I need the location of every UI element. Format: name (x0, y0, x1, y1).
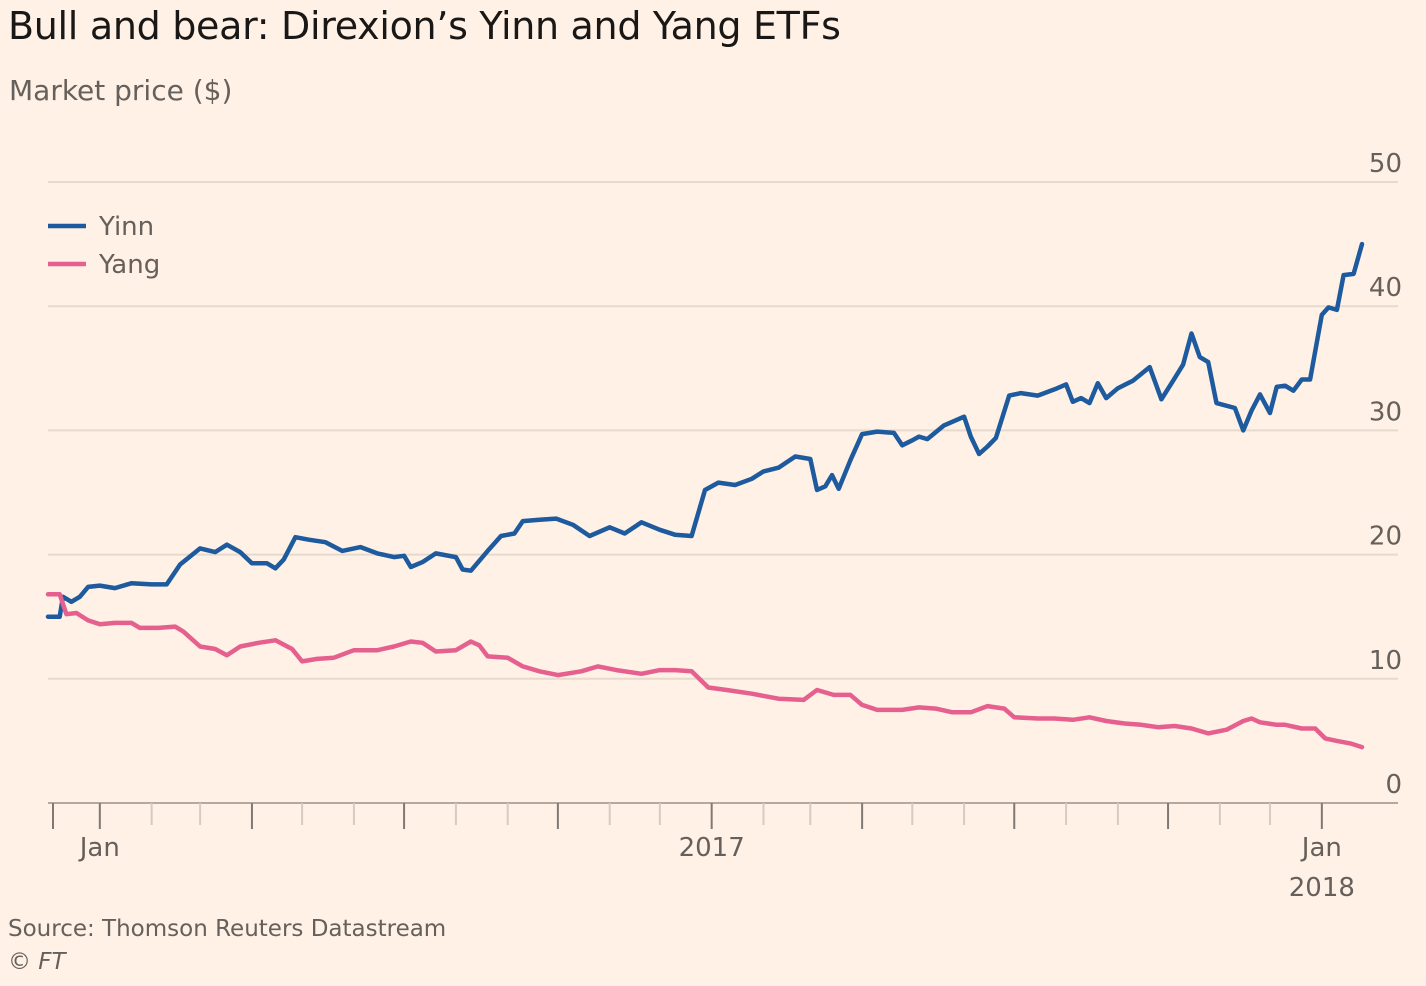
legend: Yinn Yang (48, 212, 160, 280)
series-lines (45, 241, 1365, 750)
y-tick-label-40: 40 (1369, 273, 1402, 303)
chart-subtitle: Market price ($) (9, 74, 233, 107)
series-line-yinn (45, 241, 1365, 619)
y-tick-label-20: 20 (1369, 522, 1402, 552)
gridlines (48, 181, 1398, 680)
x-tick-label-0: Jan (78, 833, 120, 863)
x-tick-label-1: 2017 (679, 833, 745, 863)
legend-label-yang: Yang (98, 250, 160, 280)
legend-label-yinn: Yinn (98, 212, 154, 242)
y-tick-label-10: 10 (1369, 646, 1402, 676)
credit-note: © FT (8, 949, 66, 975)
y-axis-labels: 0 10 20 30 40 50 (1369, 149, 1402, 800)
y-tick-label-30: 30 (1369, 397, 1402, 427)
x-axis: Jan 2017 Jan 2018 (48, 802, 1398, 903)
y-tick-label-50: 50 (1369, 149, 1402, 179)
x-tick-sublabel-2: 2018 (1289, 873, 1355, 903)
y-tick-label-0: 0 (1385, 770, 1402, 800)
source-note: Source: Thomson Reuters Datastream (8, 916, 447, 942)
series-line-yang (45, 592, 1365, 750)
x-tick-label-2: Jan (1300, 833, 1342, 863)
chart-title: Bull and bear: Direxion’s Yinn and Yang … (8, 4, 841, 48)
